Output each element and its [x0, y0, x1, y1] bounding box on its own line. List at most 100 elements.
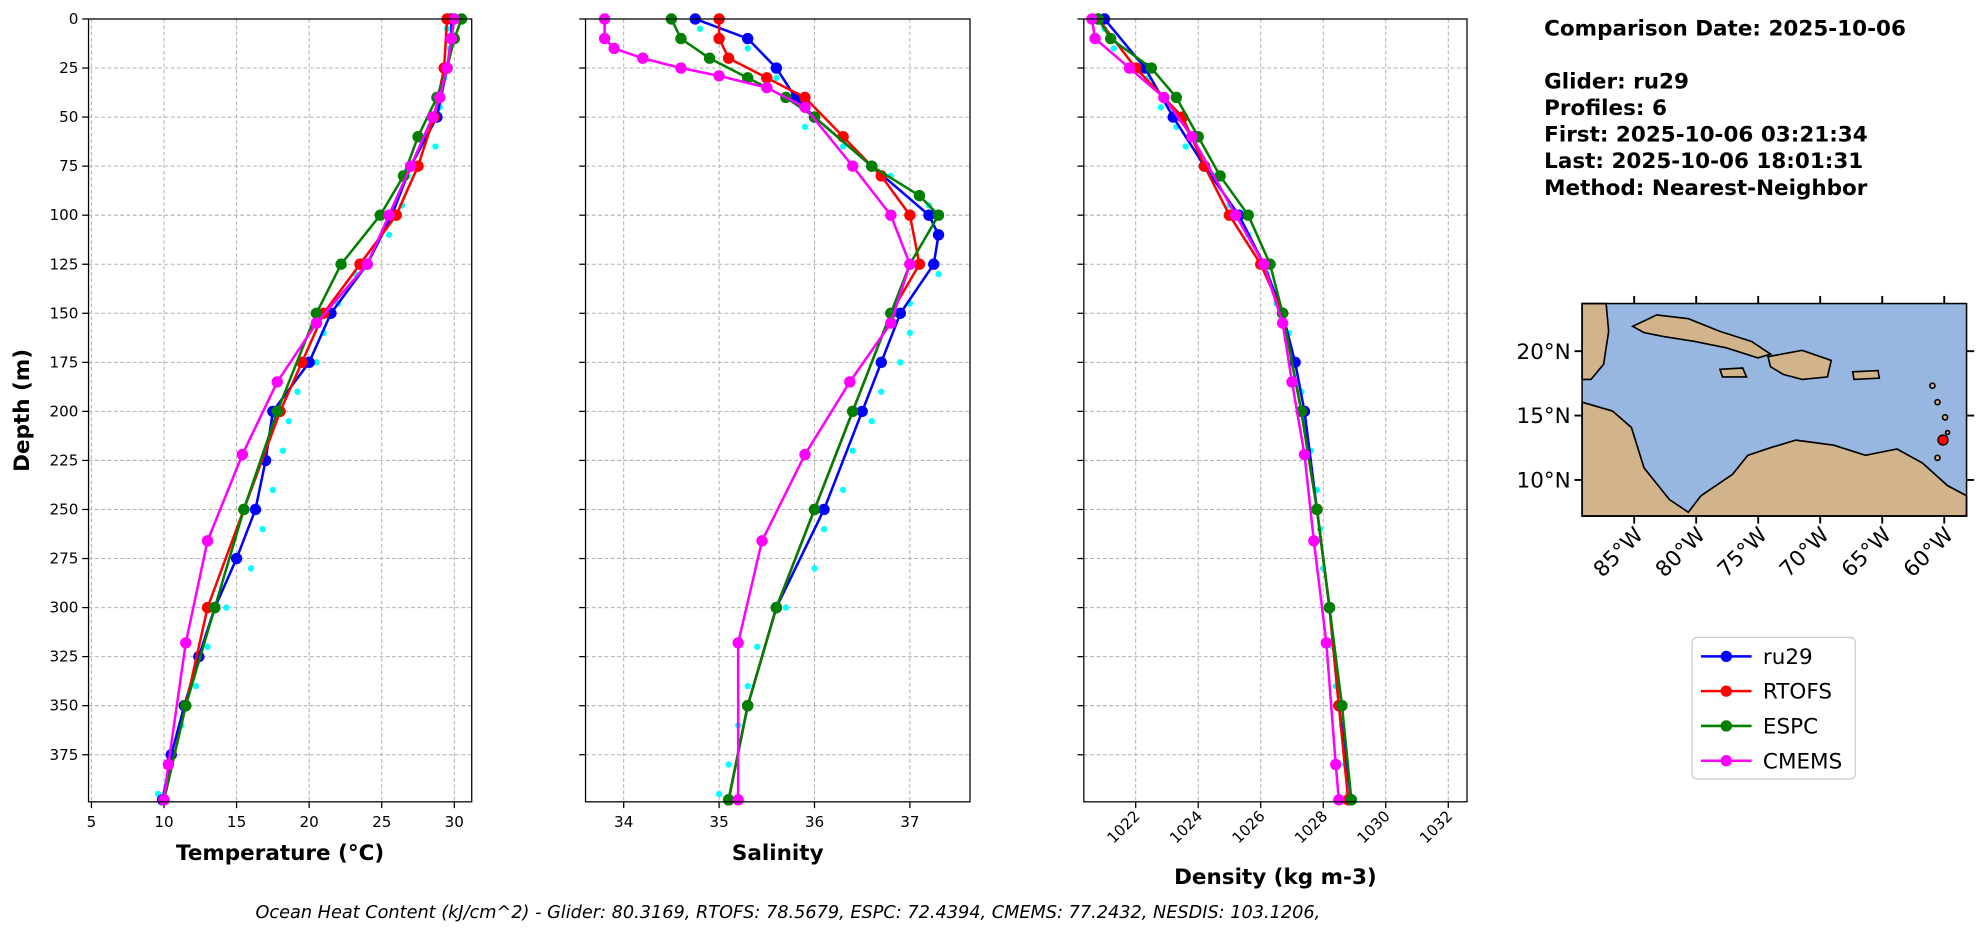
land: [1630, 314, 1773, 359]
series-point: [1323, 601, 1336, 614]
series-point: [434, 91, 446, 104]
series-point: [1336, 699, 1348, 712]
series-point: [846, 405, 859, 418]
series-point: [335, 258, 347, 270]
series-point: [1186, 131, 1198, 143]
profile-point: [285, 418, 292, 425]
series-point: [799, 448, 811, 461]
y-tick-label: 350: [49, 697, 78, 715]
series-point: [1345, 794, 1358, 806]
profile-point: [868, 418, 875, 425]
series-point: [732, 794, 744, 806]
profile-point: [878, 388, 885, 395]
series-point: [1258, 258, 1270, 270]
legend-marker: [1720, 720, 1732, 732]
y-tick-label: 25: [59, 59, 78, 77]
series-point: [310, 317, 323, 329]
series-line: [1097, 18, 1353, 800]
series-point: [923, 209, 935, 221]
series-point: [1242, 209, 1254, 221]
series-point: [770, 601, 783, 614]
x-axis-label: Temperature (°C): [176, 841, 384, 866]
series-point: [1145, 62, 1158, 74]
series-point: [713, 32, 725, 45]
series-line: [694, 17, 940, 801]
series-point: [904, 258, 916, 270]
legend-marker: [1720, 685, 1732, 697]
x-tick-label: 34: [614, 813, 633, 831]
series-point: [201, 535, 214, 547]
profile-point: [1182, 143, 1189, 150]
profile-point: [839, 486, 847, 494]
profile-point: [782, 604, 790, 611]
x-tick-label: 37: [900, 813, 919, 831]
series-point: [732, 637, 744, 649]
series-point: [441, 62, 453, 74]
glider-position: [1937, 434, 1949, 446]
series-point: [1276, 317, 1289, 329]
series-point: [799, 91, 811, 104]
info-line: First: 2025-10-06 03:21:34: [1544, 123, 1868, 148]
y-axis-label: Depth (m): [10, 349, 35, 472]
profile-point: [801, 123, 809, 131]
series-point: [761, 81, 773, 94]
series-point: [637, 52, 649, 64]
series-point: [885, 209, 897, 221]
series-point: [713, 70, 725, 82]
series-point: [722, 794, 735, 806]
profile-point: [313, 359, 320, 366]
series-point: [158, 794, 170, 806]
plot-frame: [584, 18, 971, 803]
profile-point: [294, 388, 301, 395]
series-point: [742, 72, 754, 84]
info-line: Glider: ru29: [1544, 70, 1689, 95]
series-point: [808, 503, 821, 516]
x-axis-label: Density (kg m-3): [1174, 865, 1377, 890]
land: [1934, 398, 1941, 406]
y-tick-label: 225: [49, 451, 78, 469]
series-point: [875, 356, 887, 369]
land: [1851, 369, 1881, 381]
legend-label: RTOFS: [1763, 680, 1832, 705]
x-tick-label: 15: [227, 813, 246, 831]
series-point: [1214, 170, 1226, 182]
series-point: [904, 209, 916, 221]
y-tick-label: 300: [49, 599, 78, 617]
series-point: [818, 503, 830, 516]
profile-point: [204, 643, 211, 650]
x-tick-label: 35: [709, 813, 728, 831]
profile-point: [269, 486, 277, 494]
profile-point: [696, 25, 704, 32]
profile-point: [432, 143, 439, 150]
series-point: [866, 160, 878, 172]
series-point: [1320, 637, 1333, 649]
series-point: [894, 307, 907, 319]
series-point: [1230, 209, 1242, 221]
series-point: [310, 307, 323, 319]
profile-point: [935, 270, 942, 278]
series-point: [412, 131, 424, 143]
map-lat-label: 15°N: [1517, 404, 1571, 429]
land: [1934, 454, 1941, 462]
profile-point: [754, 643, 761, 650]
land: [1718, 367, 1748, 378]
series-point: [1089, 32, 1101, 45]
x-tick-label: 20: [300, 813, 319, 831]
series-point: [162, 758, 175, 771]
series-point: [271, 376, 283, 388]
land: [1944, 429, 1951, 436]
y-tick-label: 50: [59, 108, 78, 126]
y-tick-label: 75: [59, 157, 78, 175]
legend-label: CMEMS: [1763, 749, 1842, 774]
profile-point: [849, 447, 856, 454]
profile-point: [811, 565, 818, 572]
y-tick-label: 175: [49, 353, 78, 371]
series-point: [742, 699, 754, 712]
profile-point: [744, 682, 751, 690]
series-point: [405, 160, 417, 172]
series-point: [1330, 758, 1342, 771]
series-point: [932, 229, 945, 241]
profile-point: [1110, 45, 1117, 52]
y-tick-label: 0: [69, 10, 79, 28]
